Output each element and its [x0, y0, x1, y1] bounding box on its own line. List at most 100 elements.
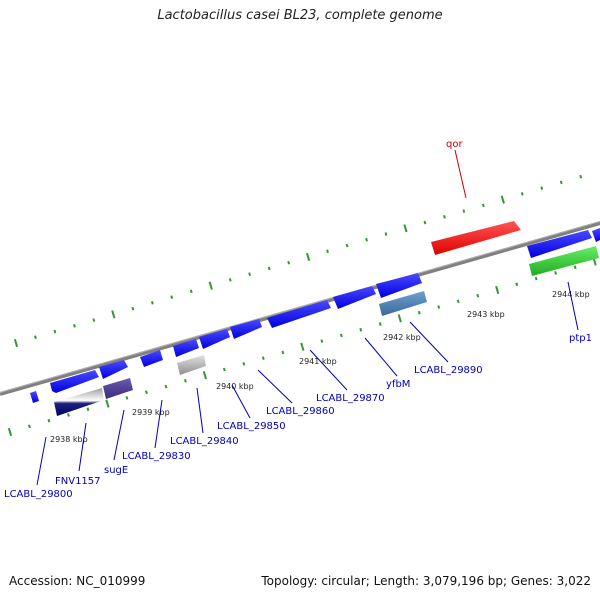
label-yfbM[interactable]: yfbM	[386, 379, 410, 390]
label-LCABL_29870[interactable]: LCABL_29870	[316, 393, 385, 404]
inner-tick-11	[222, 367, 226, 372]
outer-tick-14	[287, 260, 291, 265]
label-FNV1157[interactable]: FNV1157	[55, 476, 101, 487]
gene-LCABL_29870[interactable]	[267, 300, 331, 328]
inner-tick-25	[495, 285, 500, 295]
outer-tick-13	[267, 266, 271, 271]
label-sugE[interactable]: sugE	[104, 465, 128, 476]
inner-tick-26	[515, 282, 519, 287]
forward-genes	[30, 221, 600, 403]
inner-tick-27	[534, 276, 538, 281]
tick-label-2942: 2942 kbp	[383, 333, 421, 342]
tick-label-2943: 2943 kbp	[467, 310, 505, 319]
outer-tick-5	[111, 310, 116, 319]
reverse-genes	[54, 246, 599, 416]
outer-tick-29	[579, 174, 583, 179]
tick-label-2938: 2938 kbp	[50, 435, 88, 444]
inner-tick-13	[261, 356, 265, 360]
outer-tick-0	[13, 338, 19, 348]
gene-LCABL_29890[interactable]	[376, 273, 422, 298]
inner-tick-5	[105, 399, 110, 408]
inner-tick-28	[554, 271, 558, 275]
gene-LCABL_29860[interactable]	[230, 319, 262, 339]
inner-tick-23	[456, 299, 460, 304]
inner-tick-10	[202, 371, 207, 380]
inner-tick-6	[125, 396, 129, 400]
inner-tick-14	[281, 350, 285, 355]
outer-tick-11	[228, 278, 232, 282]
tick-label-2939: 2939 kbp	[132, 408, 170, 417]
label-ptp1[interactable]: ptp1	[569, 333, 592, 344]
inner-tick-12	[242, 362, 246, 366]
inner-tick-17	[339, 333, 343, 338]
outer-tick-3	[73, 324, 76, 328]
inner-tick-track	[7, 257, 597, 437]
inner-tick-18	[359, 327, 363, 332]
gene-sugE-rev[interactable]	[103, 378, 133, 399]
gene-LCABL_29840[interactable]	[173, 339, 199, 357]
accession-text: Accession: NC_010999	[9, 574, 146, 588]
label-qor[interactable]: qor	[446, 139, 463, 150]
genome-summary-text: Topology: circular; Length: 3,079,196 bp…	[261, 574, 591, 588]
inner-tick-0	[7, 427, 13, 437]
gene-LCABL_29850[interactable]	[199, 329, 230, 349]
label-LCABL_29860[interactable]: LCABL_29860	[266, 406, 335, 417]
outer-tick-24	[481, 203, 485, 208]
gene-FNV1157[interactable]	[50, 370, 99, 393]
gene-sugE[interactable]	[99, 360, 128, 379]
inner-tick-15	[300, 342, 305, 351]
map-title: Lactobacillus casei BL23, complete genom…	[157, 8, 443, 23]
gene-LCABL_29830[interactable]	[140, 350, 163, 367]
inner-tick-20	[397, 314, 402, 323]
inner-tick-1	[28, 424, 31, 429]
outer-tick-2	[53, 329, 57, 334]
gene-ptp1[interactable]	[529, 246, 599, 276]
label-LCABL_29830[interactable]: LCABL_29830	[122, 451, 191, 462]
outer-tick-18	[365, 237, 368, 242]
label-LCABL_29890[interactable]: LCABL_29890	[414, 365, 483, 376]
gene-edge-forward[interactable]	[592, 228, 600, 242]
inner-tick-21	[417, 310, 421, 315]
gene-LCABL_29800-rev[interactable]	[54, 388, 104, 416]
outer-tick-23	[462, 209, 466, 213]
outer-tick-22	[443, 215, 446, 219]
genome-backbone-highlight	[0, 221, 600, 393]
outer-tick-16	[326, 249, 329, 254]
outer-tick-27	[540, 186, 544, 190]
outer-tick-20	[403, 224, 408, 233]
inner-tick-4	[86, 407, 90, 412]
inner-tick-9	[184, 379, 187, 383]
outer-tick-25	[500, 195, 505, 204]
kbp-tick-labels: 2938 kbp 2939 kbp 2940 kbp 2941 kbp 2942…	[50, 290, 590, 444]
outer-tick-8	[170, 295, 174, 299]
outer-tick-17	[345, 243, 349, 248]
label-LCABL_29850[interactable]: LCABL_29850	[217, 421, 286, 432]
inner-tick-29	[573, 265, 577, 270]
outer-tick-15	[306, 252, 311, 262]
gene-LCABL_29800[interactable]	[30, 391, 39, 403]
outer-tick-9	[189, 289, 193, 294]
outer-tick-1	[34, 335, 37, 340]
outer-tick-21	[423, 220, 427, 225]
gene-LCABL_29840-rev[interactable]	[177, 355, 206, 375]
label-LCABL_29800[interactable]: LCABL_29800	[4, 489, 73, 500]
gene-qor[interactable]	[431, 221, 521, 255]
tick-label-2940: 2940 kbp	[216, 382, 254, 391]
outer-tick-19	[384, 232, 388, 236]
outer-tick-10	[208, 281, 213, 290]
inner-tick-8	[164, 384, 168, 389]
tick-label-2941: 2941 kbp	[299, 357, 337, 366]
inner-tick-22	[437, 305, 441, 309]
inner-tick-24	[476, 293, 480, 298]
outer-tick-28	[559, 180, 563, 185]
inner-tick-16	[320, 339, 324, 343]
gene-ptp1-forward[interactable]	[527, 230, 592, 258]
outer-tick-7	[150, 301, 154, 305]
label-LCABL_29840[interactable]: LCABL_29840	[170, 436, 239, 447]
gene-yfbM-rev[interactable]	[379, 291, 427, 316]
gene-yfbM[interactable]	[333, 286, 376, 309]
outer-tick-12	[248, 272, 252, 276]
gene-labels: qor ptp1 LCABL_29890 yfbM LCABL_29870 LC…	[4, 139, 592, 500]
inner-tick-19	[378, 322, 382, 326]
